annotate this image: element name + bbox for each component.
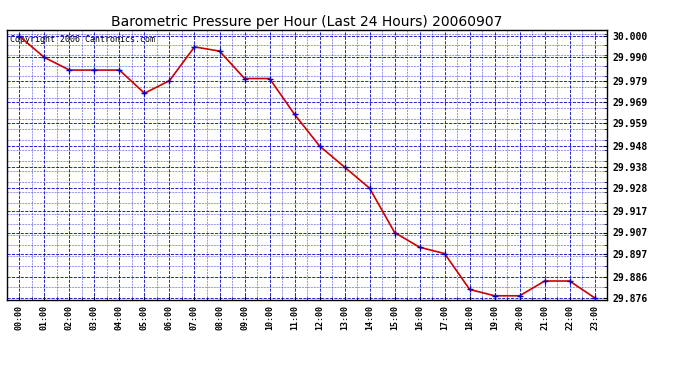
Title: Barometric Pressure per Hour (Last 24 Hours) 20060907: Barometric Pressure per Hour (Last 24 Ho… (111, 15, 503, 29)
Text: Copyright 2006 Cantronics.com: Copyright 2006 Cantronics.com (10, 35, 155, 44)
